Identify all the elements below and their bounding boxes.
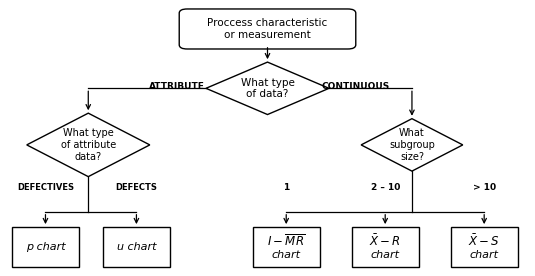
Text: $I-\overline{MR}$: $I-\overline{MR}$	[267, 233, 305, 249]
Bar	[12, 227, 79, 267]
Text: What
subgroup
size?: What subgroup size?	[389, 128, 435, 161]
Polygon shape	[361, 119, 463, 171]
Text: u chart: u chart	[117, 242, 156, 252]
Text: CONTINUOUS: CONTINUOUS	[322, 83, 390, 91]
Text: $\bar{X}-R$: $\bar{X}-R$	[369, 233, 401, 249]
Bar	[352, 227, 418, 267]
Polygon shape	[206, 62, 329, 115]
FancyBboxPatch shape	[179, 9, 356, 49]
Text: DEFECTIVES: DEFECTIVES	[17, 183, 74, 192]
Text: chart: chart	[470, 250, 499, 260]
Text: chart: chart	[371, 250, 400, 260]
Text: What type
of data?: What type of data?	[241, 78, 294, 99]
Polygon shape	[27, 113, 150, 177]
Text: $\bar{X}-S$: $\bar{X}-S$	[468, 233, 500, 249]
Bar	[253, 227, 320, 267]
Text: What type
of attribute
data?: What type of attribute data?	[60, 128, 116, 161]
Bar	[103, 227, 170, 267]
Bar	[450, 227, 517, 267]
Text: chart: chart	[272, 250, 301, 260]
Text: DEFECTS: DEFECTS	[116, 183, 157, 192]
Text: 1: 1	[283, 183, 289, 192]
Text: ATTRIBUTE: ATTRIBUTE	[149, 83, 204, 91]
Text: 2 – 10: 2 – 10	[371, 183, 400, 192]
Text: > 10: > 10	[472, 183, 496, 192]
Text: p chart: p chart	[26, 242, 65, 252]
Text: Proccess characteristic
or measurement: Proccess characteristic or measurement	[208, 18, 327, 40]
